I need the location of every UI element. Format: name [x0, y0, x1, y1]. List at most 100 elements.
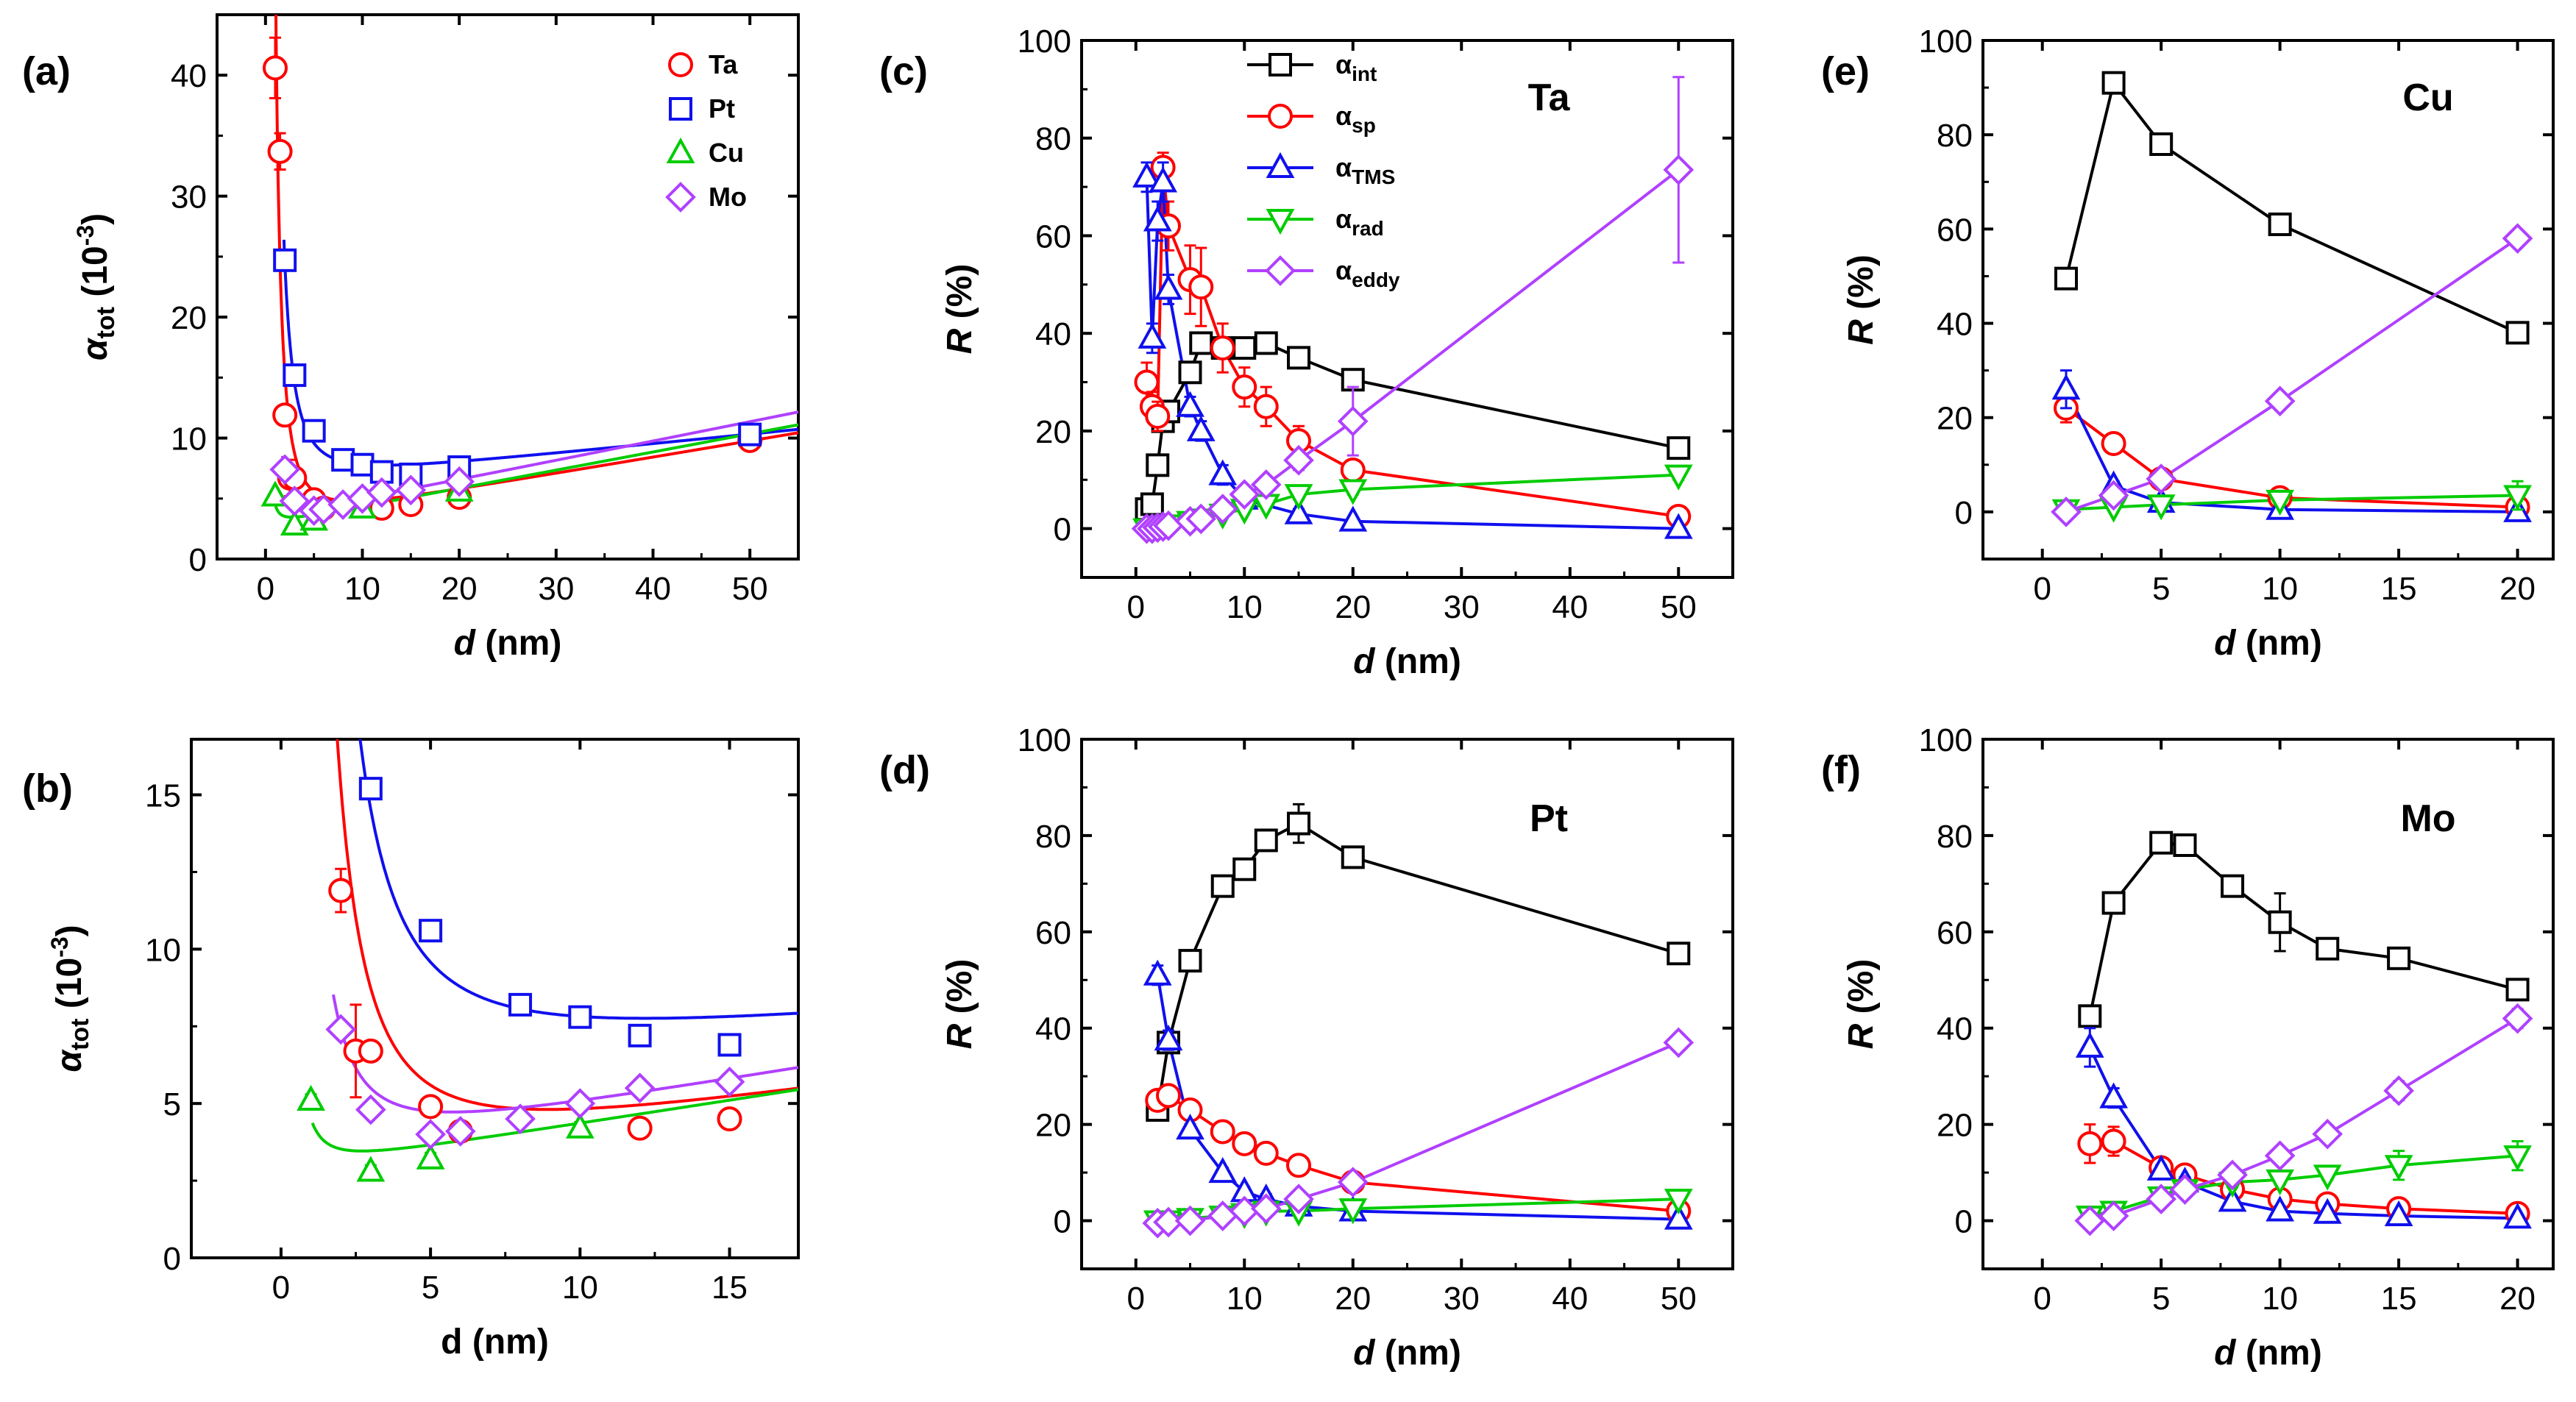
- legend-label: Cu: [709, 138, 744, 168]
- data-point-sp: [1232, 1131, 1257, 1156]
- plot-area: [260, 15, 798, 535]
- panel-a: 0 10 20 30 40 50 0 10 20 30 40 d (nm) αtot (10-3) (a)…: [22, 13, 800, 663]
- data-point-TMS: [1338, 505, 1368, 532]
- data-point-int: [2387, 946, 2411, 970]
- data-point-TMS: [1149, 166, 1178, 193]
- data-point-eddy: [1337, 1167, 1369, 1198]
- data-point-TMS: [2075, 1031, 2104, 1058]
- y-axis-title: R (%): [940, 264, 979, 355]
- y-tick-label: 10: [171, 421, 207, 458]
- legend-marker-Cu: [666, 137, 695, 163]
- x-tick-label: 10: [344, 571, 380, 607]
- data-point-int: [2505, 978, 2530, 1002]
- x-tick-label: 30: [538, 571, 574, 607]
- legend-label: αrad: [1335, 204, 1384, 240]
- data-point-TMS: [2313, 1198, 2342, 1224]
- data-point-eddy: [1153, 1206, 1184, 1238]
- plot-frame: [1080, 39, 1734, 579]
- data-point-rad: [1338, 479, 1368, 505]
- data-point-TMS: [2503, 1203, 2532, 1229]
- x-tick-label: 10: [2262, 1281, 2298, 1317]
- data-point-Mo: [279, 485, 311, 516]
- data-point-int: [2505, 321, 2530, 345]
- x-tick-label: 5: [2152, 571, 2170, 607]
- data-point-int: [1287, 811, 1310, 836]
- x-tick-label: 20: [2499, 1281, 2536, 1317]
- y-tick-label: 80: [1937, 819, 1973, 855]
- y-tick-label: 100: [1018, 722, 1071, 758]
- data-point-eddy: [2074, 1205, 2106, 1236]
- data-point-eddy: [1283, 444, 1314, 476]
- y-tick-label: 100: [1919, 24, 1973, 60]
- data-point-Pt: [717, 1033, 742, 1057]
- plot-frame: [1981, 738, 2555, 1270]
- panel-f: 0 5 10 15 20 0 20 40 60 80 100 d (nm) R (%) (f) Mo: [1821, 722, 2555, 1373]
- data-point-TMS: [2051, 374, 2081, 400]
- data-point-Ta: [263, 55, 288, 81]
- data-point-Cu: [565, 1112, 595, 1139]
- data-point-eddy: [1207, 494, 1238, 524]
- data-point-eddy: [1337, 405, 1369, 437]
- y-tick-label: 60: [1035, 915, 1071, 951]
- y-tick-label: 60: [1035, 218, 1071, 255]
- data-point-int: [2316, 936, 2340, 961]
- legend-marker-eddy: [1265, 255, 1296, 286]
- data-point-rad: [2265, 489, 2295, 516]
- data-point-TMS: [1186, 415, 1216, 441]
- data-point-int: [1254, 331, 1278, 355]
- data-point-sp: [1134, 369, 1160, 395]
- data-point-int: [1210, 874, 1235, 898]
- data-point-eddy: [2312, 1118, 2343, 1150]
- y-tick-label: 40: [171, 58, 207, 94]
- data-point-TMS: [1132, 161, 1161, 188]
- data-point-int: [1667, 942, 1691, 966]
- y-tick-label: 15: [145, 778, 181, 814]
- y-tick-label: 40: [1937, 307, 1973, 343]
- panel-label: (e): [1821, 49, 1870, 93]
- data-point-eddy: [2051, 497, 2082, 527]
- data-point-sp: [2101, 430, 2126, 456]
- data-point-eddy: [2217, 1159, 2248, 1191]
- data-point-eddy: [2264, 1140, 2296, 1172]
- plot-area: [1131, 76, 1695, 544]
- data-point-Ta: [358, 1038, 383, 1064]
- y-tick-label: 0: [1054, 1204, 1071, 1240]
- data-point-TMS: [1176, 391, 1204, 417]
- data-point-Mo: [444, 1116, 476, 1147]
- y-tick-label: 0: [1955, 495, 1973, 531]
- data-point-TMS: [1154, 274, 1183, 300]
- data-point-eddy: [2502, 223, 2533, 255]
- legend-label: αTMS: [1335, 152, 1395, 188]
- data-point-int: [1140, 492, 1164, 516]
- data-point-rad: [1664, 464, 1693, 491]
- data-point-int: [1189, 331, 1213, 355]
- fit-curve-Cu: [311, 1088, 798, 1153]
- legend-marker-rad: [1266, 209, 1295, 235]
- chart-title: Ta: [1528, 76, 1571, 119]
- data-point-sp: [2077, 1131, 2103, 1156]
- data-point-eddy: [1229, 479, 1260, 510]
- data-point-Cu: [416, 1143, 445, 1170]
- x-tick-label: 10: [1227, 589, 1263, 625]
- data-point-Mo: [444, 466, 475, 497]
- legend-label: Ta: [709, 49, 738, 79]
- panel-label: (c): [879, 49, 928, 93]
- data-point-TMS: [1143, 959, 1172, 986]
- data-point-TMS: [2099, 1082, 2128, 1109]
- fit-curve-Pt: [282, 239, 798, 467]
- data-point-int: [2101, 71, 2126, 95]
- data-point-eddy: [1663, 154, 1695, 185]
- data-point-sp: [1340, 458, 1366, 483]
- data-point-int: [1232, 857, 1257, 881]
- x-tick-label: 40: [1552, 589, 1588, 625]
- y-tick-label: 10: [145, 932, 181, 968]
- legend-label: Pt: [709, 93, 735, 124]
- data-point-Ta: [627, 1115, 653, 1141]
- data-point-TMS: [1154, 1024, 1183, 1051]
- plot-area: [1142, 803, 1695, 1239]
- data-point-TMS: [1284, 498, 1313, 524]
- data-point-TMS: [1176, 1114, 1204, 1140]
- data-point-Mo: [269, 454, 300, 485]
- plot-frame: [190, 738, 800, 1259]
- data-point-eddy: [1250, 469, 1282, 500]
